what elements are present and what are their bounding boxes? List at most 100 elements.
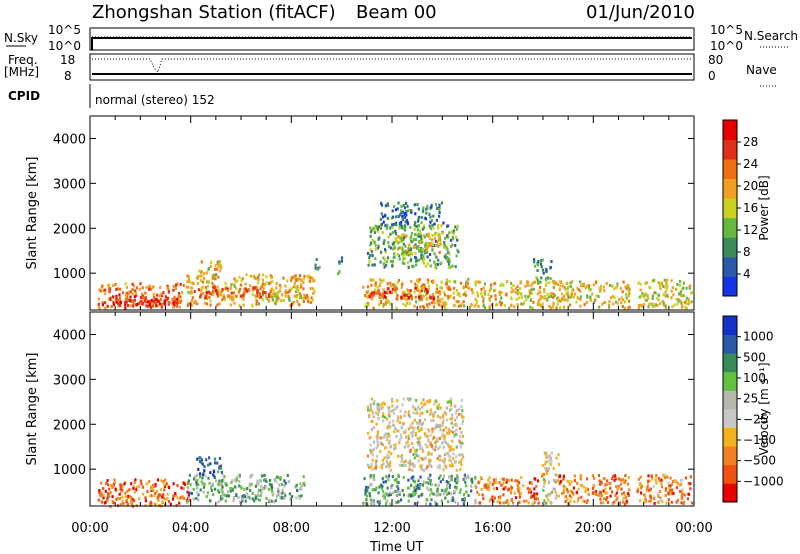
echo-cell <box>402 296 405 300</box>
echo-cell <box>213 470 216 474</box>
echo-cell <box>435 423 438 427</box>
echo-cell <box>386 256 390 260</box>
echo-cell <box>539 262 542 266</box>
echo-cell <box>425 297 428 300</box>
echo-cell <box>376 441 379 445</box>
echo-cell <box>281 293 284 297</box>
echo-cell <box>458 491 461 495</box>
echo-cell <box>108 487 111 491</box>
echo-cell <box>97 302 100 306</box>
echo-cell <box>684 476 688 480</box>
cpid-value: normal (stereo) 152 <box>95 93 215 107</box>
echo-cell <box>153 300 156 304</box>
echo-cell <box>295 286 298 289</box>
echo-cell <box>537 501 540 505</box>
echo-cell <box>425 466 428 470</box>
echo-cell <box>661 500 664 504</box>
echo-cell <box>406 440 409 444</box>
echo-cell <box>221 485 224 489</box>
echo-cell <box>446 224 449 228</box>
echo-cell <box>234 479 237 483</box>
echo-cell <box>435 206 439 210</box>
echo-cell <box>401 463 404 467</box>
echo-cell <box>290 287 293 291</box>
echo-cell <box>482 297 485 300</box>
echo-cell <box>234 485 237 489</box>
echo-cell <box>311 276 314 280</box>
echo-cell <box>489 287 492 291</box>
echo-cell <box>415 398 418 402</box>
nave-trace <box>92 58 692 73</box>
echo-cell <box>419 464 422 468</box>
echo-cell <box>371 263 374 267</box>
echo-cell <box>392 241 395 245</box>
echo-cell <box>598 305 601 309</box>
echo-cell <box>259 287 262 291</box>
echo-cell <box>521 302 524 306</box>
echo-cell <box>500 301 503 305</box>
echo-cell <box>680 479 683 483</box>
echo-cell <box>619 478 622 482</box>
echo-cell <box>216 461 219 465</box>
echo-cell <box>309 276 312 280</box>
echo-cell <box>121 291 124 295</box>
echo-cell <box>492 499 495 503</box>
echo-cell <box>202 291 205 295</box>
echo-cell <box>374 462 377 466</box>
echo-cell <box>172 482 175 486</box>
echo-cell <box>552 292 555 296</box>
echo-cell <box>274 499 277 503</box>
echo-cell <box>465 484 468 488</box>
echo-cell <box>429 295 432 299</box>
echo-cell <box>380 464 383 468</box>
echo-cell <box>379 450 382 453</box>
echo-cell <box>137 484 141 488</box>
echo-cell <box>372 293 376 297</box>
echo-cell <box>209 299 212 303</box>
echo-cell <box>288 492 291 496</box>
echo-cell <box>628 287 631 291</box>
echo-cell <box>273 478 276 482</box>
echo-cell <box>207 266 211 270</box>
echo-cell <box>579 477 582 481</box>
echo-cell <box>198 269 201 273</box>
echo-patch <box>185 273 316 308</box>
echo-cell <box>132 487 135 490</box>
echo-cell <box>307 274 310 278</box>
echo-cell <box>408 302 411 305</box>
echo-cell <box>436 406 439 410</box>
echo-cell <box>519 491 522 495</box>
echo-cell <box>679 290 682 294</box>
echo-cell <box>415 454 418 457</box>
echo-cell <box>287 297 291 301</box>
echo-cell <box>159 488 162 492</box>
echo-cell <box>131 299 134 303</box>
echo-cell <box>468 306 471 309</box>
echo-cell <box>284 289 287 293</box>
echo-cell <box>412 453 415 456</box>
echo-cell <box>235 494 238 497</box>
echo-cell <box>555 306 558 310</box>
echo-cell <box>408 415 412 419</box>
echo-patch <box>190 285 272 300</box>
echo-cell <box>199 460 202 464</box>
echo-cell <box>450 474 453 478</box>
echo-cell <box>546 469 549 472</box>
echo-cell <box>404 464 407 468</box>
echo-cell <box>422 254 425 258</box>
echo-cell <box>655 475 658 479</box>
echo-cell <box>139 282 142 286</box>
echo-cell <box>542 488 545 492</box>
echo-cell <box>455 227 459 231</box>
echo-cell <box>194 299 197 303</box>
echo-cell <box>422 261 425 265</box>
echo-cell <box>263 283 266 287</box>
echo-cell <box>362 285 365 289</box>
echo-cell <box>386 486 389 490</box>
echo-cell <box>418 295 421 299</box>
echo-cell <box>380 203 384 207</box>
echo-cell <box>455 409 458 412</box>
echo-cell <box>549 463 552 466</box>
echo-cell <box>579 280 582 284</box>
echo-cell <box>512 501 515 505</box>
